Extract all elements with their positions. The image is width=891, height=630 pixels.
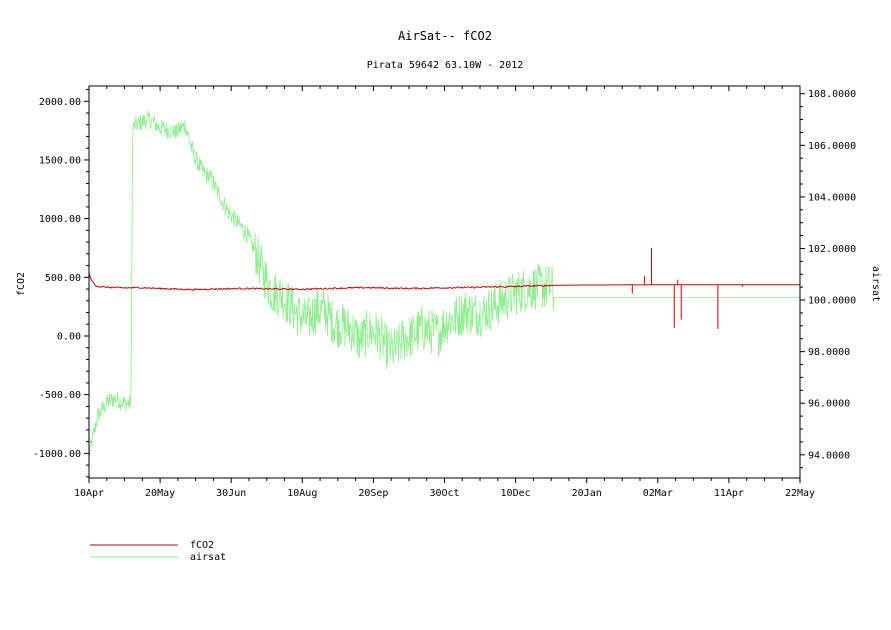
- x-tick-label: 20Jan: [572, 488, 602, 499]
- y-left-axis-label: fCO2: [16, 272, 27, 296]
- series-layer: [88, 110, 800, 457]
- x-tick-label: 11Apr: [714, 488, 744, 499]
- fco2-series-line: [88, 272, 800, 291]
- y-right-tick-label: 106.0000: [808, 141, 856, 152]
- y-right-tick-label: 102.0000: [808, 244, 856, 255]
- y-left-tick-label: 2000.00: [39, 97, 81, 108]
- y-right-tick-label: 108.0000: [808, 89, 856, 100]
- y-left-tick-label: 1000.00: [39, 214, 81, 225]
- y-right-tick-label: 96.0000: [808, 399, 850, 410]
- y-left-tick-label: 0.00: [57, 331, 81, 342]
- y-right-tick-label: 98.0000: [808, 347, 850, 358]
- y-left-tick-label: -500.00: [39, 390, 81, 401]
- x-tick-label: 10Dec: [501, 488, 531, 499]
- y-right-tick-label: 100.0000: [808, 296, 856, 307]
- axis-layer: 10Apr 20May 30Jun 10Aug 20Sep 30Oct 10Dec 20Jan…: [33, 86, 856, 499]
- y-right-tick-label: 104.0000: [808, 192, 856, 203]
- x-tick-label: 20Sep: [358, 488, 388, 499]
- x-tick-label: 10Apr: [74, 488, 104, 499]
- chart-title: AirSat-- fCO2: [398, 29, 492, 43]
- x-tick-label: 02Mar: [643, 488, 673, 499]
- y-left-tick-label: 1500.00: [39, 155, 81, 166]
- airsat-series-line: [88, 110, 800, 457]
- plot-frame: [88, 85, 801, 479]
- y-left-tick-label: -1000.00: [33, 449, 81, 460]
- chart-subtitle: Pirata 59642 63.10W - 2012: [367, 60, 524, 71]
- x-tick-label: 30Oct: [429, 488, 459, 499]
- x-tick-label: 10Aug: [287, 488, 317, 499]
- legend-label-fco2: fCO2: [190, 540, 214, 551]
- y-right-axis-label: airsat: [870, 266, 881, 302]
- y-right-tick-label: 94.0000: [808, 450, 850, 461]
- x-tick-label: 22May: [785, 488, 815, 499]
- x-tick-label: 30Jun: [216, 488, 246, 499]
- y-left-tick-label: 500.00: [45, 273, 81, 284]
- legend-label-airsat: airsat: [190, 552, 226, 563]
- x-tick-label: 20May: [145, 488, 175, 499]
- legend: fCO2 airsat: [90, 540, 226, 563]
